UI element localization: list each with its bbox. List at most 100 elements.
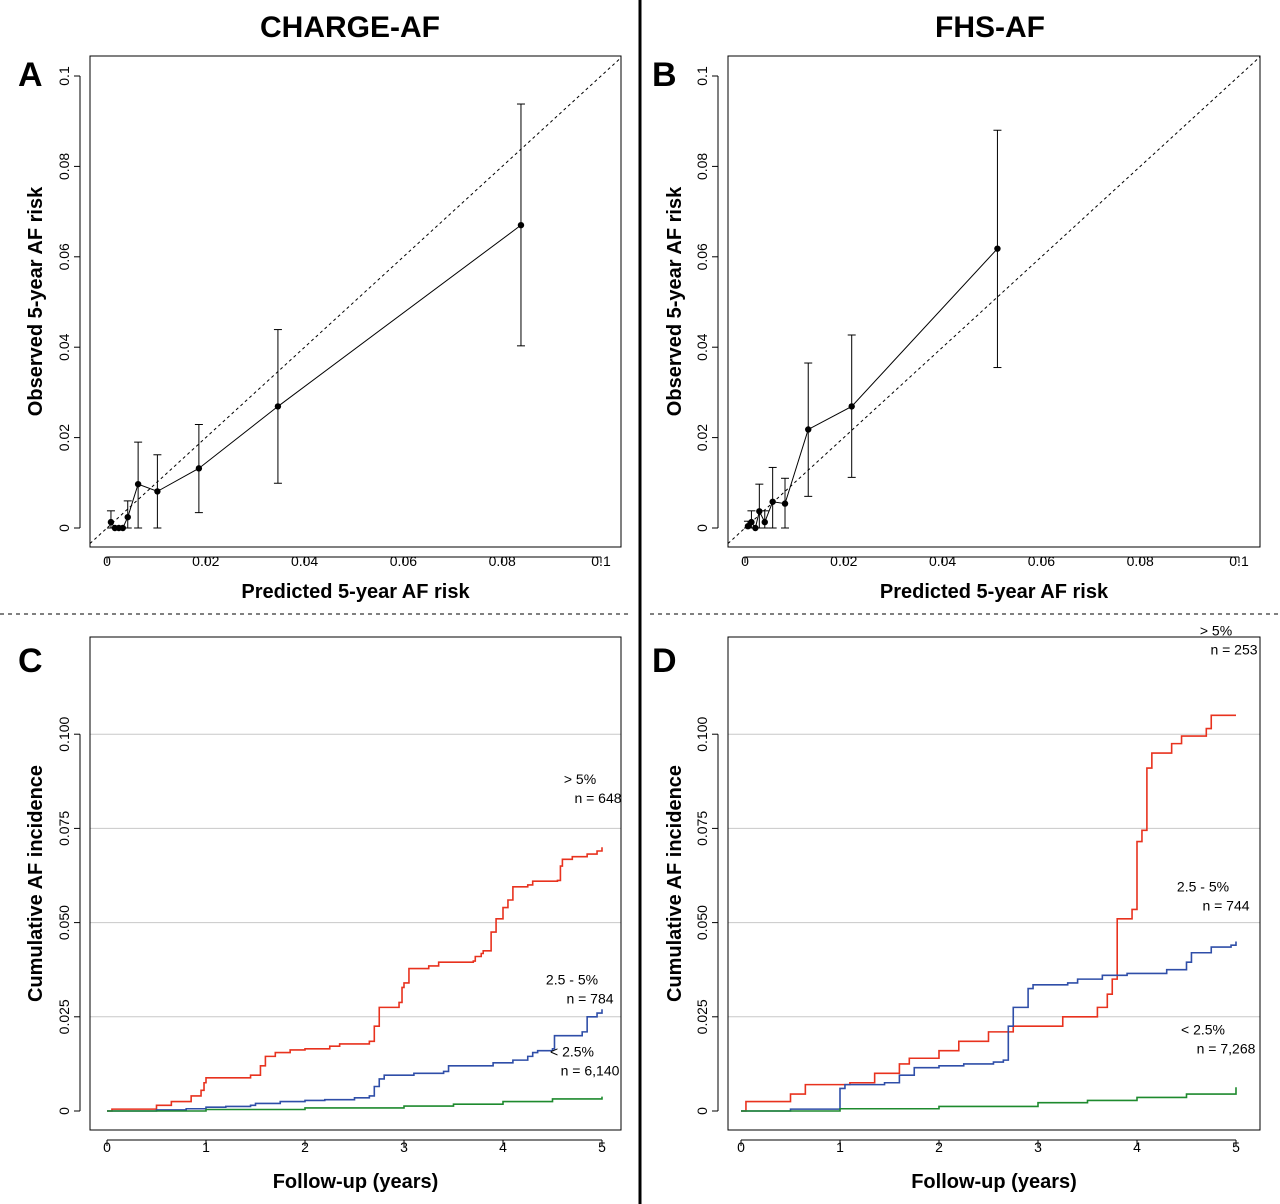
y-tick-label: 0 xyxy=(694,524,710,532)
y-tick-label: 0.08 xyxy=(694,153,710,180)
plot-frame xyxy=(89,55,622,548)
reference-diagonal xyxy=(89,57,622,544)
y-tick-label: 0.1 xyxy=(56,66,72,86)
panels: 0 0.02 0.04 0.06 0.08 0.1 0 0.02 0.04 0.06 0.08 0.1… xyxy=(25,55,1261,1193)
x-tick-label: 3 xyxy=(400,1139,408,1155)
series-n-label: n = 7,268 xyxy=(1197,1040,1256,1056)
data-point xyxy=(107,518,115,526)
x-tick-label: 2 xyxy=(935,1139,943,1155)
panel-c: 0 1 2 3 4 5 0 0.025 0.050 0.075 0.100 Follow-up (ye… xyxy=(25,636,622,1193)
y-tick-label: 0.1 xyxy=(694,66,710,86)
data-point xyxy=(517,221,525,229)
panel-letter-b: B xyxy=(652,56,677,94)
plot-frame xyxy=(727,55,1261,548)
x-tick-label: 0.02 xyxy=(192,553,219,569)
calibration-line xyxy=(110,224,522,529)
y-tick-label: 0.100 xyxy=(694,716,710,751)
x-tick-label: 0 xyxy=(103,553,111,569)
y-tick-label: 0.06 xyxy=(694,243,710,270)
y-tick-label: 0.04 xyxy=(56,333,72,360)
x-tick-label: 5 xyxy=(598,1139,606,1155)
plot-frame xyxy=(89,636,622,1131)
data-point xyxy=(124,513,131,521)
x-tick-label: 1 xyxy=(836,1139,844,1155)
data-point xyxy=(274,403,282,410)
x-axis-label: Predicted 5-year AF risk xyxy=(880,581,1109,603)
data-point xyxy=(134,480,142,488)
panel-a: 0 0.02 0.04 0.06 0.08 0.1 0 0.02 0.04 0.06 0.08 0.1… xyxy=(25,55,622,603)
x-tick-label: 5 xyxy=(1232,1139,1240,1155)
y-tick-label: 0.075 xyxy=(694,811,710,846)
x-axis-label: Predicted 5-year AF risk xyxy=(241,581,470,603)
y-tick-label: 0.050 xyxy=(694,905,710,940)
x-tick-label: 0 xyxy=(737,1139,745,1155)
calibration-line xyxy=(747,248,998,530)
series-line xyxy=(107,1096,603,1112)
panel-letter-c: C xyxy=(18,642,43,680)
series-n-label: n = 784 xyxy=(566,990,613,1006)
series-line xyxy=(107,847,603,1112)
x-axis-label: Follow-up (years) xyxy=(273,1171,439,1193)
data-point xyxy=(769,498,776,505)
y-tick-label: 0.06 xyxy=(56,243,72,270)
panel-d: 0 1 2 3 4 5 0 0.025 0.050 0.075 0.100 Follow-up (ye… xyxy=(664,622,1261,1193)
series-label: 2.5 - 5% xyxy=(546,971,598,987)
x-tick-label: 0.06 xyxy=(390,553,417,569)
y-tick-label: 0.100 xyxy=(56,716,72,751)
plot-frame xyxy=(727,636,1261,1131)
series-line xyxy=(107,1009,603,1112)
x-tick-label: 1 xyxy=(202,1139,210,1155)
x-tick-label: 0.06 xyxy=(1028,553,1055,569)
data-point xyxy=(848,403,855,410)
y-tick-label: 0.04 xyxy=(694,333,710,360)
series-n-label: n = 744 xyxy=(1202,897,1249,913)
series-label: 2.5 - 5% xyxy=(1177,878,1229,894)
data-point xyxy=(781,500,789,507)
y-tick-label: 0.075 xyxy=(56,811,72,846)
reference-diagonal xyxy=(727,56,1261,544)
y-tick-label: 0 xyxy=(694,1107,710,1115)
series-n-label: n = 6,140 xyxy=(561,1063,620,1079)
x-axis-label: Follow-up (years) xyxy=(911,1171,1077,1193)
data-point xyxy=(805,426,812,433)
x-tick-label: 0.08 xyxy=(1127,553,1154,569)
series-line xyxy=(741,941,1237,1112)
x-tick-label: 2 xyxy=(301,1139,309,1155)
x-tick-label: 0.08 xyxy=(489,553,516,569)
title-right: FHS-AF xyxy=(935,11,1045,44)
series-n-label: n = 253 xyxy=(1210,641,1257,657)
data-point xyxy=(154,488,161,495)
y-tick-label: 0.02 xyxy=(694,424,710,451)
y-axis-label: Observed 5-year AF risk xyxy=(664,186,686,416)
x-tick-label: 0.04 xyxy=(929,553,956,569)
x-tick-label: 0 xyxy=(741,553,749,569)
panel-letter-d: D xyxy=(652,642,677,680)
y-tick-label: 0 xyxy=(56,524,72,532)
y-tick-label: 0.02 xyxy=(56,424,72,451)
y-axis-label: Cumulative AF incidence xyxy=(25,765,47,1002)
data-point xyxy=(119,524,127,532)
y-tick-label: 0.025 xyxy=(694,999,710,1034)
series-line xyxy=(741,1087,1237,1112)
y-tick-label: 0.08 xyxy=(56,153,72,180)
y-axis-label: Cumulative AF incidence xyxy=(664,765,686,1002)
title-left: CHARGE-AF xyxy=(260,11,440,44)
data-point xyxy=(994,245,1001,252)
x-tick-label: 0 xyxy=(103,1139,111,1155)
y-tick-label: 0.025 xyxy=(56,999,72,1034)
x-tick-label: 4 xyxy=(499,1139,507,1155)
data-point xyxy=(761,518,768,526)
series-n-label: n = 648 xyxy=(574,790,621,806)
data-point xyxy=(195,465,203,472)
x-tick-label: 3 xyxy=(1034,1139,1042,1155)
x-tick-label: 4 xyxy=(1133,1139,1141,1155)
x-tick-label: 0.1 xyxy=(591,553,611,569)
x-tick-label: 0.04 xyxy=(291,553,318,569)
panel-letter-a: A xyxy=(18,56,43,94)
panel-b: 0 0.02 0.04 0.06 0.08 0.1 0 0.02 0.04 0.06 0.08 0.1… xyxy=(664,55,1261,603)
data-point xyxy=(756,508,763,515)
y-tick-label: 0 xyxy=(56,1107,72,1115)
series-label: < 2.5% xyxy=(550,1044,594,1060)
data-point xyxy=(748,518,755,526)
